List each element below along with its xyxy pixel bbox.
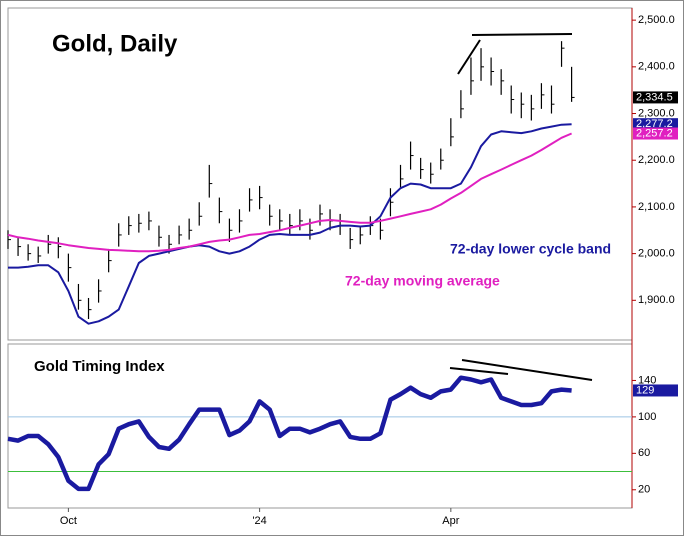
series-line [8,123,572,325]
x-tick-label: Apr [442,515,459,527]
y-tick-label: 2,400.0 [638,61,675,73]
y-tick-label: 2,000.0 [638,248,675,260]
y-tick-label: 2,300.0 [638,107,675,119]
trendline [457,39,481,75]
trendline [461,359,593,381]
last-value-label: 129 [636,384,654,396]
price-title: Gold, Daily [52,30,178,57]
y-tick-label: 2,500.0 [638,14,675,26]
last-value-label: 2,334.5 [636,91,673,103]
last-value-box [633,118,678,131]
y-tick-label: 100 [638,411,656,423]
index-title: Gold Timing Index [34,358,165,375]
series-line [7,375,572,492]
trendline [471,33,573,36]
series-line [7,132,572,253]
last-value-label: 2,257.2 [636,127,673,139]
band-label: 72-day lower cycle band [450,241,611,257]
y-tick-label: 2,100.0 [638,201,675,213]
y-tick-label: 60 [638,447,650,459]
last-value-box [633,91,678,104]
last-value-box [633,384,678,397]
trendline [449,367,509,375]
last-value-label: 2,277.2 [636,118,673,130]
last-value-box [633,127,678,140]
x-tick-label: Oct [60,515,77,527]
y-tick-label: 2,200.0 [638,154,675,166]
ma-label: 72-day moving average [345,273,500,289]
y-tick-label: 1,900.0 [638,294,675,306]
y-tick-label: 20 [638,484,650,496]
x-tick-label: '24 [252,515,266,527]
y-tick-label: 140 [638,374,656,386]
